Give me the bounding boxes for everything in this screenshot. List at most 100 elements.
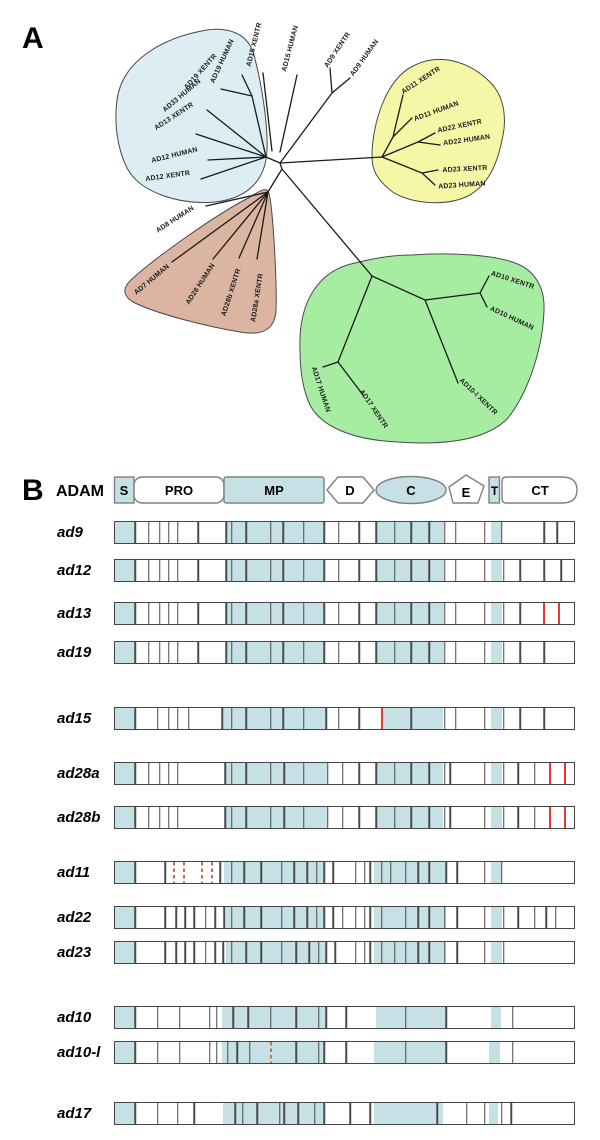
shaded-domain-region [490, 642, 502, 663]
taxon-ad23-xentr: AD23 XENTR [442, 165, 487, 174]
adam-title: ADAM [56, 483, 104, 500]
exon-boundary-line [156, 1042, 159, 1063]
exon-bar [114, 861, 575, 884]
exon-boundary-line [428, 560, 431, 581]
exon-bar [114, 521, 575, 544]
exon-boundary-line [280, 907, 283, 928]
exon-boundary-line [230, 560, 233, 581]
exon-boundary-line [230, 907, 233, 928]
exon-boundary-line [177, 1103, 179, 1124]
shaded-domain-region [374, 862, 447, 883]
exon-boundary-line [449, 763, 451, 784]
panel-a-label: A [22, 22, 44, 55]
exon-boundary-line [465, 1103, 468, 1124]
exon-boundary-line [216, 1042, 218, 1063]
exon-boundary-line [369, 1103, 371, 1124]
exon-row-ad10-l: ad10-l [0, 1041, 600, 1064]
exon-boundary-line [247, 1007, 249, 1028]
exon-boundary-line [323, 603, 326, 624]
exon-boundary-line [230, 603, 233, 624]
exon-boundary-line [484, 708, 486, 729]
exon-boundary-line [234, 1103, 236, 1124]
exon-boundary-line [167, 522, 170, 543]
exon-boundary-line [404, 907, 407, 928]
exon-boundary-line [503, 907, 505, 928]
exon-boundary-line [519, 603, 522, 624]
exon-row-ad12: ad12 [0, 559, 600, 582]
exon-boundary-line [269, 603, 272, 624]
shaded-domain-region [489, 1103, 499, 1124]
exon-boundary-line [363, 907, 366, 928]
exon-boundary-line [501, 522, 503, 543]
exon-boundary-line [293, 862, 296, 883]
exon-boundary-line [534, 763, 536, 784]
exon-boundary-line [134, 1042, 136, 1063]
exon-boundary-line [260, 907, 263, 928]
exon-boundary-line [245, 763, 248, 784]
exon-boundary-line [164, 942, 166, 963]
exon-boundary-line [279, 1103, 281, 1124]
exon-boundary-line [134, 862, 136, 883]
shaded-domain-region [374, 942, 447, 963]
exon-boundary-line [225, 603, 227, 624]
exon-boundary-line [318, 942, 320, 963]
exon-row-ad28b: ad28b [0, 806, 600, 829]
gene-label: ad19 [57, 644, 92, 661]
exon-boundary-line [375, 522, 377, 543]
shaded-domain-region [376, 807, 443, 828]
shaded-domain-region [490, 907, 502, 928]
exon-boundary-line [147, 807, 150, 828]
exon-boundary-line [410, 560, 412, 581]
exon-boundary-line [338, 560, 340, 581]
exon-boundary-line [445, 1007, 448, 1028]
exon-boundary-line [519, 708, 522, 729]
exon-boundary-line [358, 522, 360, 543]
shaded-domain-region [490, 763, 502, 784]
shaded-domain-region [225, 763, 328, 784]
taxon-ad23-human: AD23 HUMAN [438, 180, 486, 190]
exon-boundary-line [283, 763, 286, 784]
exon-boundary-line [230, 862, 233, 883]
exon-boundary-line [456, 862, 459, 883]
exon-boundary-line [358, 708, 360, 729]
exon-boundary-line [260, 862, 263, 883]
gene-label: ad10-l [57, 1044, 101, 1061]
exon-boundary-line [484, 942, 486, 963]
exon-boundary-line [227, 1042, 229, 1063]
exon-boundary-line [517, 907, 520, 928]
exon-boundary-line [410, 807, 412, 828]
exon-boundary-line [308, 942, 310, 963]
exon-boundary-line [245, 807, 248, 828]
exon-boundary-line [225, 522, 227, 543]
exon-boundary-line [134, 708, 136, 729]
exon-boundary-line [334, 942, 337, 963]
exon-boundary-line [177, 560, 179, 581]
exon-boundary-line [410, 642, 412, 663]
gene-label: ad22 [57, 909, 92, 926]
exon-boundary-line [197, 522, 199, 543]
exon-boundary-line [302, 708, 305, 729]
exon-boundary-line [484, 522, 486, 543]
red-boundary-line [549, 807, 552, 828]
shaded-domain-region [115, 1103, 136, 1124]
exon-boundary-line [534, 907, 536, 928]
shaded-domain-region [376, 763, 443, 784]
exon-boundary-line [302, 807, 305, 828]
exon-bar [114, 559, 575, 582]
shaded-domain-region [376, 603, 444, 624]
exon-boundary-line [428, 642, 431, 663]
exon-boundary-line [158, 560, 161, 581]
exon-row-ad9: ad9 [0, 521, 600, 544]
exon-boundary-line [449, 807, 451, 828]
gene-label: ad15 [57, 710, 92, 727]
exon-boundary-line [158, 603, 161, 624]
gene-label: ad28a [57, 765, 100, 782]
exon-row-ad15: ad15 [0, 707, 600, 730]
exon-boundary-line [214, 942, 216, 963]
shaded-domain-region [223, 862, 325, 883]
exon-boundary-line [443, 560, 446, 581]
exon-boundary-line [354, 942, 357, 963]
exon-boundary-line [230, 807, 233, 828]
exon-boundary-line [167, 807, 170, 828]
exon-boundary-line [454, 642, 457, 663]
